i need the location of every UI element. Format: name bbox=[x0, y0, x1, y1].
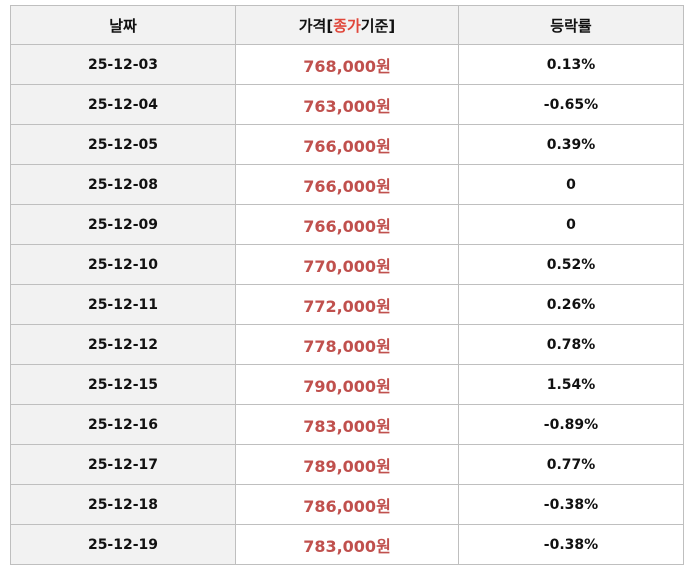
header-highlight: 종가 bbox=[333, 16, 361, 35]
table-row: 25-12-19 783,000원 -0.38% bbox=[10, 524, 684, 565]
header-cell: 날짜 bbox=[10, 5, 236, 45]
table-header: 날짜 가격[종가기준] 등락률 bbox=[10, 5, 684, 45]
change-cell: 0 bbox=[458, 204, 684, 245]
change-cell: 0 bbox=[458, 164, 684, 205]
change-cell: -0.89% bbox=[458, 404, 684, 445]
table-row: 25-12-17 789,000원 0.77% bbox=[10, 444, 684, 485]
change-cell: -0.65% bbox=[458, 84, 684, 125]
date-cell: 25-12-12 bbox=[10, 324, 236, 365]
date-cell: 25-12-16 bbox=[10, 404, 236, 445]
date-cell: 25-12-15 bbox=[10, 364, 236, 405]
change-cell: 0.13% bbox=[458, 44, 684, 85]
change-cell: 0.77% bbox=[458, 444, 684, 485]
table-row: 25-12-05 766,000원 0.39% bbox=[10, 124, 684, 165]
date-cell: 25-12-19 bbox=[10, 524, 236, 565]
date-cell: 25-12-17 bbox=[10, 444, 236, 485]
price-cell: 772,000원 bbox=[235, 284, 459, 325]
change-cell: -0.38% bbox=[458, 484, 684, 525]
table-row: 25-12-10 770,000원 0.52% bbox=[10, 244, 684, 285]
table-row: 25-12-08 766,000원 0 bbox=[10, 164, 684, 205]
table-row: 25-12-15 790,000원 1.54% bbox=[10, 364, 684, 405]
change-cell: 0.39% bbox=[458, 124, 684, 165]
header-cell: 등락률 bbox=[458, 5, 684, 45]
change-cell: 0.26% bbox=[458, 284, 684, 325]
header-text: 가격[ bbox=[298, 16, 334, 35]
price-cell: 789,000원 bbox=[235, 444, 459, 485]
date-cell: 25-12-03 bbox=[10, 44, 236, 85]
price-cell: 763,000원 bbox=[235, 84, 459, 125]
price-cell: 790,000원 bbox=[235, 364, 459, 405]
header-text: 기준] bbox=[360, 16, 396, 35]
date-cell: 25-12-09 bbox=[10, 204, 236, 245]
table-row: 25-12-03 768,000원 0.13% bbox=[10, 44, 684, 85]
change-cell: 1.54% bbox=[458, 364, 684, 405]
price-cell: 766,000원 bbox=[235, 124, 459, 165]
date-cell: 25-12-08 bbox=[10, 164, 236, 205]
date-cell: 25-12-10 bbox=[10, 244, 236, 285]
price-cell: 786,000원 bbox=[235, 484, 459, 525]
table-row: 25-12-04 763,000원 -0.65% bbox=[10, 84, 684, 125]
price-cell: 783,000원 bbox=[235, 404, 459, 445]
price-cell: 778,000원 bbox=[235, 324, 459, 365]
price-table: 날짜 가격[종가기준] 등락률 25-12-03 768,000원 0.13% 25-… bbox=[10, 5, 684, 565]
change-cell: 0.78% bbox=[458, 324, 684, 365]
table-row: 25-12-18 786,000원 -0.38% bbox=[10, 484, 684, 525]
change-cell: 0.52% bbox=[458, 244, 684, 285]
date-cell: 25-12-11 bbox=[10, 284, 236, 325]
header-cell: 가격[종가기준] bbox=[235, 5, 459, 45]
table-row: 25-12-16 783,000원 -0.89% bbox=[10, 404, 684, 445]
table-row: 25-12-09 766,000원 0 bbox=[10, 204, 684, 245]
price-cell: 766,000원 bbox=[235, 204, 459, 245]
date-cell: 25-12-18 bbox=[10, 484, 236, 525]
price-cell: 770,000원 bbox=[235, 244, 459, 285]
price-cell: 783,000원 bbox=[235, 524, 459, 565]
price-cell: 766,000원 bbox=[235, 164, 459, 205]
header-row: 날짜 가격[종가기준] 등락률 bbox=[10, 5, 684, 45]
date-cell: 25-12-05 bbox=[10, 124, 236, 165]
table-row: 25-12-12 778,000원 0.78% bbox=[10, 324, 684, 365]
change-cell: -0.38% bbox=[458, 524, 684, 565]
table-body: 25-12-03 768,000원 0.13% 25-12-04 763,000원 -0.… bbox=[10, 44, 684, 565]
table-row: 25-12-11 772,000원 0.26% bbox=[10, 284, 684, 325]
date-cell: 25-12-04 bbox=[10, 84, 236, 125]
price-cell: 768,000원 bbox=[235, 44, 459, 85]
